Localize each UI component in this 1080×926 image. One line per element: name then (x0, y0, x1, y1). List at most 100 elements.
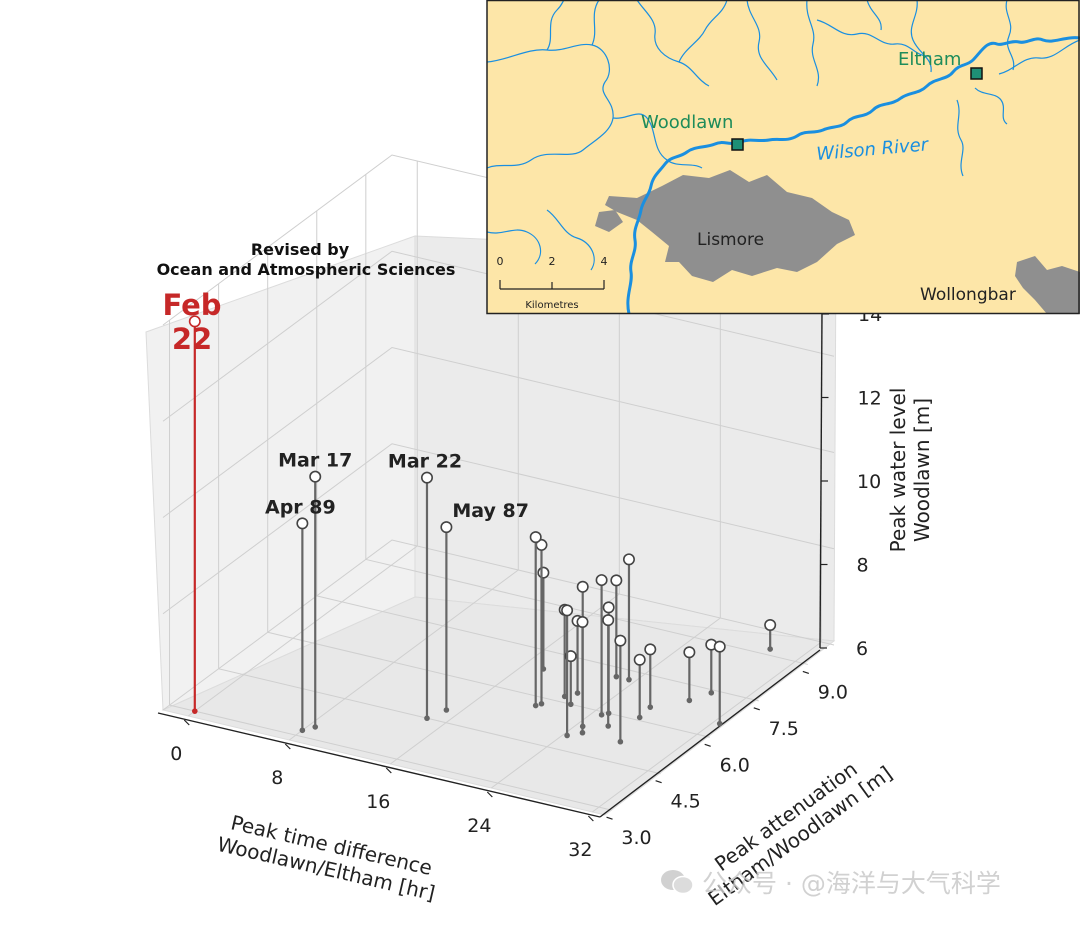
lismore-label: Lismore (697, 230, 764, 250)
urban-area-lismore (605, 170, 855, 282)
x-tick-label: 0 (170, 743, 182, 765)
y-tick (802, 670, 810, 674)
wechat-icon (661, 870, 694, 895)
annotation-label: Apr 89 (265, 496, 336, 518)
data-base (767, 646, 773, 652)
data-base (538, 700, 545, 707)
data-point (764, 619, 777, 632)
data-base (567, 701, 574, 708)
data-point (644, 643, 657, 656)
woodlawn-label: Woodlawn (641, 112, 733, 133)
y-tick-label: 4.5 (671, 791, 701, 813)
data-point (622, 553, 635, 566)
y-tick (753, 707, 760, 711)
z-tick-label: 10 (857, 471, 881, 493)
chart-header-line2: Ocean and Atmospheric Sciences (157, 260, 456, 279)
annotated-base (299, 727, 306, 734)
x-tick (385, 767, 392, 774)
data-base (636, 714, 643, 721)
data-point (529, 531, 542, 544)
x-tick-label: 24 (467, 815, 491, 837)
highlight-label-line2: 22 (172, 322, 212, 356)
data-point (633, 653, 646, 666)
data-point (595, 574, 608, 587)
map-scale-bar: 0 2 4 Kilometres (497, 255, 608, 311)
chart-header: Revised by Ocean and Atmospheric Science… (157, 240, 456, 279)
chart-grid (162, 154, 835, 813)
data-base (647, 704, 654, 710)
grid-line (162, 346, 835, 518)
inset-map: Eltham Woodlawn Wilson River Lismore Wol… (486, 0, 1080, 315)
wollongbar-label: Wollongbar (920, 285, 1016, 305)
data-base (564, 732, 570, 739)
chart-header-line1: Revised by (251, 240, 350, 259)
grid-line (162, 443, 835, 615)
x-tick (284, 743, 291, 750)
y-tick (704, 743, 711, 747)
urban-area-wollongbar (1015, 256, 1080, 314)
map-tributaries (487, 0, 1080, 271)
highlight-base (192, 708, 198, 714)
annotated-point (309, 470, 322, 483)
z-tick-label: 6 (856, 638, 868, 660)
grid-line (218, 668, 661, 775)
data-base (686, 697, 693, 704)
x-axis-line (157, 712, 601, 818)
x-axis-label: Peak time difference Woodlawn/Eltham [hr… (215, 810, 437, 905)
chart-annotations: Mar 17 Apr 89 Mar 22 May 87 (265, 450, 529, 522)
y-tick-label: 6.0 (720, 754, 750, 776)
inset-map-border (486, 0, 1080, 315)
scale-tick-2: 2 (549, 255, 556, 268)
y-axis-line (599, 649, 821, 818)
y-tick-label: 9.0 (818, 681, 848, 703)
x-tick-label: 32 (568, 839, 592, 861)
data-base (716, 720, 723, 727)
x-tick (486, 791, 493, 798)
wilson-river (626, 36, 1080, 314)
chart-panes (145, 235, 837, 816)
y-tick (606, 816, 613, 820)
x-tick (183, 719, 190, 726)
data-point (713, 640, 726, 653)
annotation-label: May 87 (452, 500, 529, 522)
grid-line (162, 539, 835, 711)
grid-line (162, 250, 835, 422)
data-point (561, 604, 574, 617)
annotated-base (424, 715, 430, 722)
annotation-label: Mar 17 (278, 450, 352, 472)
annotated-point (296, 517, 309, 530)
y-tick-label: 7.5 (769, 718, 799, 740)
data-base (617, 738, 624, 745)
z-tick-label: 12 (858, 388, 882, 410)
highlight-point (188, 315, 201, 328)
woodlawn-site-marker (731, 138, 744, 151)
scale-tick-0: 0 (497, 255, 504, 268)
data-base (579, 729, 586, 736)
x-tick (587, 815, 594, 822)
grid-line (288, 569, 519, 741)
data-point (683, 646, 696, 659)
data-point (610, 574, 623, 587)
grid-line (267, 631, 710, 738)
z-axis-label: Peak water level Woodlawn [m] (886, 388, 934, 553)
data-point (576, 580, 589, 593)
data-point (614, 634, 627, 647)
highlight-label-line1: Feb (162, 288, 221, 322)
highlight-label: Feb 22 (162, 288, 221, 356)
z-tick-label: 8 (857, 555, 869, 577)
data-base (574, 690, 581, 696)
data-base (598, 712, 605, 718)
watermark-text: 公众号 · @海洋与大气科学 (702, 869, 1001, 898)
annotation-label: Mar 22 (388, 451, 462, 473)
data-base (613, 673, 620, 680)
annotated-point (420, 471, 433, 484)
annotated-base (443, 707, 450, 713)
data-point (602, 614, 615, 627)
data-base (605, 723, 611, 729)
y-tick (655, 780, 662, 784)
data-point (576, 616, 589, 629)
watermark: 公众号 · @海洋与大气科学 (660, 862, 1070, 902)
z-axis-label-line2: Woodlawn [m] (910, 398, 934, 542)
data-base (708, 689, 715, 696)
